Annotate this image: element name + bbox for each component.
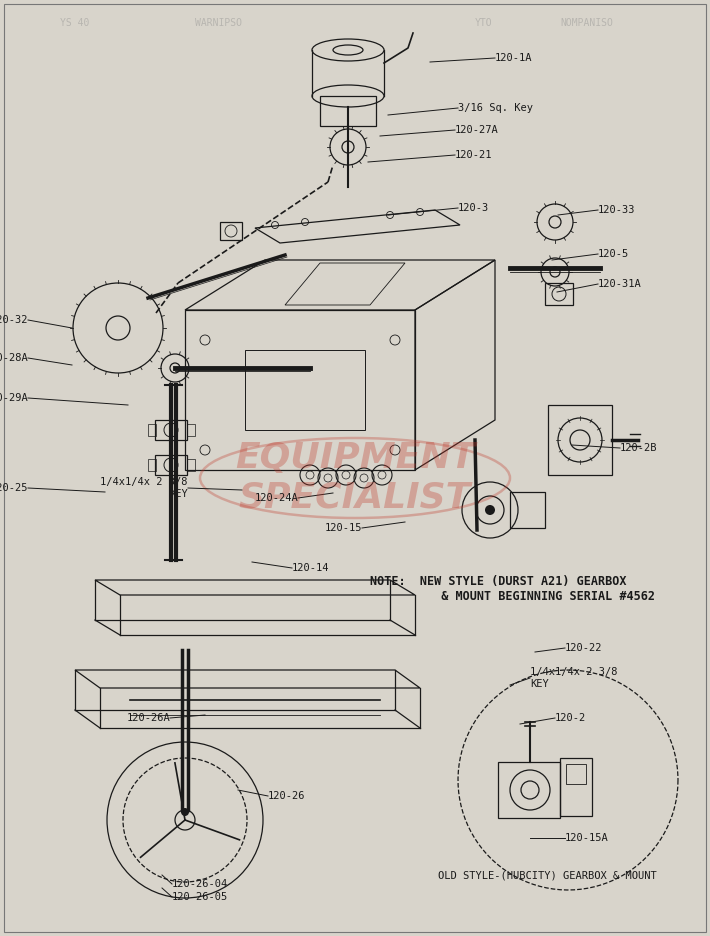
Text: NOMPANISO: NOMPANISO [560,18,613,28]
Text: 3/16 Sq. Key: 3/16 Sq. Key [458,103,533,113]
Circle shape [181,808,189,816]
Text: WARNIPSO: WARNIPSO [195,18,242,28]
Text: 120-25: 120-25 [0,483,28,493]
Bar [220,222,242,240]
Text: YS 40: YS 40 [60,18,89,28]
Bar [498,762,560,818]
Bar [560,758,592,816]
Bar [155,420,187,440]
Bar [548,405,612,475]
Bar [148,459,156,471]
Bar [320,96,376,126]
Text: 120-2B: 120-2B [620,443,657,453]
Bar [510,492,545,528]
Text: 120-32: 120-32 [0,315,28,325]
Text: 120-1A: 120-1A [495,53,532,63]
Text: NOTE:  NEW STYLE (DURST A21) GEARBOX
          & MOUNT BEGINNING SERIAL #4562: NOTE: NEW STYLE (DURST A21) GEARBOX & MO… [370,575,655,603]
Bar [155,455,187,475]
Text: 120-15A: 120-15A [565,833,608,843]
Text: 120-3: 120-3 [458,203,489,213]
Text: 120-26: 120-26 [268,791,305,801]
Bar [566,764,586,784]
Text: 120-22: 120-22 [565,643,603,653]
Text: 1/4x1/4x 2 3/8
KEY: 1/4x1/4x 2 3/8 KEY [101,477,188,499]
Text: 120-15: 120-15 [324,523,362,533]
Circle shape [485,505,495,515]
Text: 120-2: 120-2 [555,713,586,723]
Text: 120-26A: 120-26A [126,713,170,723]
Bar [187,424,195,436]
Bar [245,350,365,430]
Text: YTO: YTO [475,18,493,28]
Text: 120-14: 120-14 [292,563,329,573]
Text: OLD STYLE-(HUBCITY) GEARBOX & MOUNT: OLD STYLE-(HUBCITY) GEARBOX & MOUNT [438,870,657,880]
Bar [545,283,573,305]
Text: 1/4x1/4x 2 3/8
KEY: 1/4x1/4x 2 3/8 KEY [530,667,618,689]
Text: 120-31A: 120-31A [598,279,642,289]
Text: 120-26-04: 120-26-04 [172,879,228,889]
Bar [148,424,156,436]
Text: 120-29A: 120-29A [0,393,28,403]
Text: 120-24A: 120-24A [254,493,298,503]
Bar [187,459,195,471]
Text: 120-27A: 120-27A [455,125,498,135]
Text: SPECIALIST: SPECIALIST [239,481,471,515]
Text: 120-33: 120-33 [598,205,635,215]
Text: 120-28A: 120-28A [0,353,28,363]
Text: 120-5: 120-5 [598,249,629,259]
Text: EQUIPMENT: EQUIPMENT [235,441,475,475]
Text: 120-21: 120-21 [455,150,493,160]
Text: 120-26-05: 120-26-05 [172,892,228,902]
